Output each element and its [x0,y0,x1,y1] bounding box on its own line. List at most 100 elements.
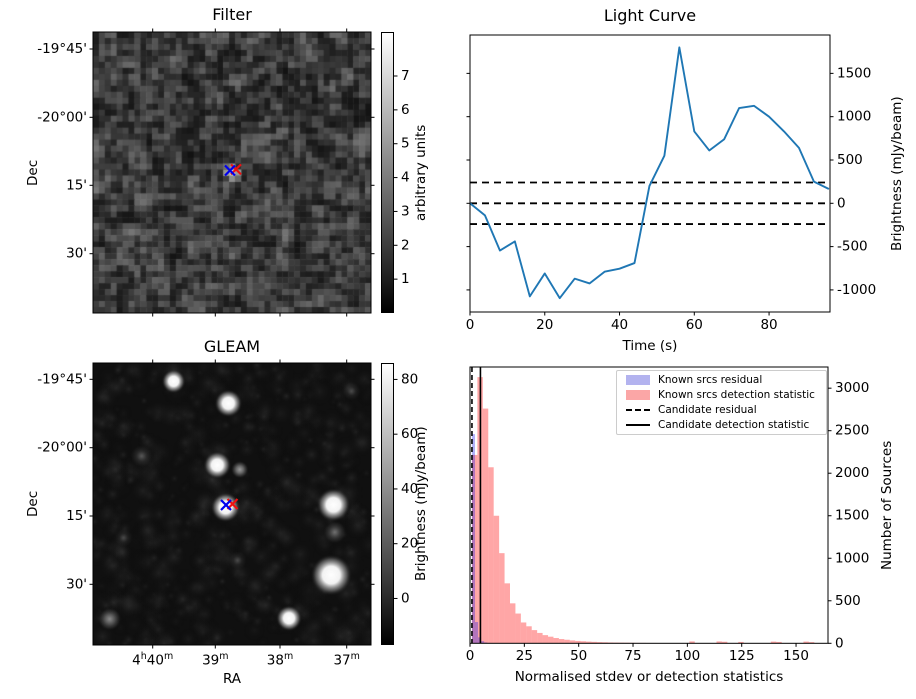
legend-item: Known srcs residual [617,374,826,386]
lc-spine [469,34,831,313]
hist-bar-known-detection [477,377,483,644]
filter-colorbar-tick-label: 2 [401,237,410,253]
hist-bar-known-detection [738,641,744,644]
hist-y-tick-label: 0 [835,635,844,651]
lc-x-tick-label: 0 [466,317,475,333]
filter-colorbar-label: arbitrary units [413,124,429,221]
hist-y-tick-label: 1500 [835,508,869,524]
legend-item: Candidate detection statistic [617,419,826,431]
lc-x-tick-label: 80 [760,317,777,333]
hist-bar-known-detection [591,641,597,644]
legend-swatch-dashed-line [626,408,650,411]
gleam-colorbar-label: Brightness (mJy/beam) [413,426,429,582]
hist-bar-known-detection [629,642,635,644]
hist-bar-known-detection [520,622,527,644]
gleam-dec-tick-label: -20°00' [37,440,87,456]
filter-dec-tick-label: 15' [66,177,87,193]
hist-bar-known-detection [488,467,494,644]
hist-bar-known-detection [580,641,587,644]
gleam-title: GLEAM [203,337,261,356]
hist-bar-known-detection [558,639,565,644]
hist-bar-known-residual [471,434,475,644]
hist-bar-known-detection [624,642,630,644]
hist-x-tick-label: 125 [729,648,755,664]
hist-bar-known-detection [689,641,695,644]
lc-y-tick-label: 1000 [837,109,871,125]
hist-bar-known-detection [613,642,619,644]
filter-colorbar-tick-label: 6 [401,102,410,118]
lc-x-tick-label: 40 [611,317,628,333]
hist-bar-known-detection [618,642,625,644]
legend-item: Known srcs detection statistic [617,389,826,401]
gleam-sky-image [93,363,371,645]
light-curve-ylabel: Brightness (mJy/beam) [889,96,905,251]
filter-ylabel: Dec [25,159,41,186]
hist-bar-known-detection [515,613,521,644]
light-curve-line [469,46,830,300]
legend-item: Candidate residual [617,404,826,416]
hist-bar-known-detection [531,630,538,644]
hist-bar-known-detection [808,642,815,644]
hist-x-tick-label: 25 [516,648,533,664]
hist-y-tick-label: 2000 [835,465,869,481]
hist-bar-known-detection [602,642,608,644]
filter-colorbar [381,32,394,313]
light-curve-title: Light Curve [603,6,697,25]
legend-label: Candidate residual [658,403,757,416]
hist-bar-known-detection [482,408,489,644]
hist-bar-known-detection [493,515,500,644]
hist-bar-known-detection [537,632,543,644]
gleam-colorbar [381,363,394,645]
legend-label: Candidate detection statistic [658,418,810,431]
filter-dec-tick-label: -19°45' [37,41,87,57]
gleam-ra-tick-label: 4h40m [132,651,174,669]
hist-bar-known-residual [484,642,488,644]
hist-bar-known-detection [564,639,570,644]
light-curve-xlabel: Time (s) [622,338,678,354]
hist-bar-known-detection [721,641,728,644]
filter-noise-image [93,32,371,313]
lc-y-tick-label: 1500 [837,65,871,81]
hist-bar-known-detection [716,641,722,644]
hist-bar-known-detection [776,641,782,644]
gleam-dec-tick-label: 30' [66,576,87,592]
filter-dec-tick-label: 30' [66,246,87,262]
hist-bar-known-detection [509,603,516,644]
hist-bar-known-detection [542,635,549,644]
lc-y-tick-label: 500 [837,152,863,168]
gleam-ra-tick-label: 39m [202,651,229,669]
hist-bar-known-detection [586,641,592,644]
hist-bar-known-detection [553,638,559,644]
hist-bar-known-detection [471,454,478,644]
legend-label: Known srcs residual [658,374,763,387]
filter-colorbar-tick-label: 4 [401,170,410,186]
lc-y-tick-label: -1000 [837,282,876,298]
gleam-dec-tick-label: -19°45' [37,371,87,387]
filter-colorbar-tick-label: 3 [401,203,410,219]
hist-x-tick-label: 75 [624,648,641,664]
lc-x-tick-label: 60 [686,317,703,333]
gleam-ra-tick-label: 38m [266,651,294,669]
hist-bar-known-detection [575,640,581,644]
legend-label: Known srcs detection statistic [658,389,815,402]
filter-title: Filter [212,5,252,24]
filter-colorbar-tick-label: 5 [401,136,410,152]
hist-bar-known-detection [548,636,554,644]
hist-legend: Known srcs residual Known srcs detection … [616,370,827,435]
hist-y-tick-label: 500 [835,593,861,609]
hist-bar-known-detection [596,642,603,644]
filter-colorbar-tick-label: 7 [401,68,410,84]
gleam-colorbar-tick-label: 0 [401,590,410,606]
hist-bar-known-residual [478,637,482,644]
gleam-xlabel: RA [222,671,242,687]
hist-x-tick-label: 100 [674,648,700,664]
hist-bar-known-detection [504,583,510,644]
hist-y-tick-label: 2500 [835,423,869,439]
hist-ylabel: Number of Sources [879,440,895,570]
hist-bar-known-detection [499,553,505,644]
hist-x-tick-label: 150 [783,648,809,664]
hist-bar-known-detection [569,640,576,644]
lc-y-tick-label: 0 [837,195,846,211]
hist-xlabel: Normalised stdev or detection statistics [514,669,784,685]
